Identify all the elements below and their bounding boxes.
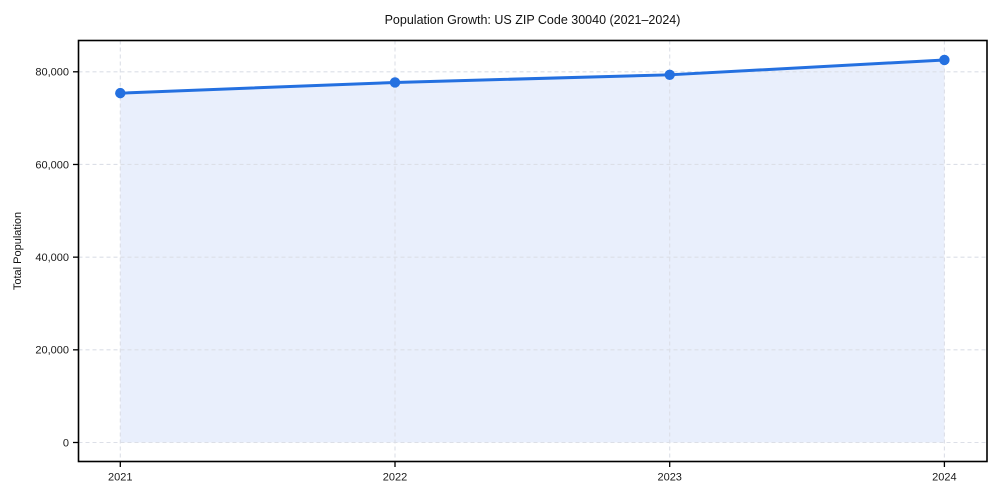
area-fill xyxy=(120,59,945,443)
axes-spines xyxy=(77,39,988,463)
y-tick-label: 60,000 xyxy=(35,159,69,171)
chart-title: Population Growth: US ZIP Code 30040 (20… xyxy=(384,13,681,27)
y-tick-label: 40,000 xyxy=(35,252,69,264)
data-line xyxy=(118,58,946,95)
data-point-2023 xyxy=(664,69,675,81)
data-point-2024 xyxy=(939,54,950,66)
x-tick-label: 2024 xyxy=(932,472,956,484)
y-tick-label: 20,000 xyxy=(35,345,69,357)
data-point-2021 xyxy=(115,87,126,99)
x-tick-label: 2023 xyxy=(657,472,681,484)
x-tick-label: 2021 xyxy=(108,472,132,484)
y-tick-label: 0 xyxy=(63,437,69,449)
x-tick-label: 2022 xyxy=(383,472,407,484)
data-point-2022 xyxy=(389,77,401,88)
y-tick-label: 80,000 xyxy=(35,67,69,79)
